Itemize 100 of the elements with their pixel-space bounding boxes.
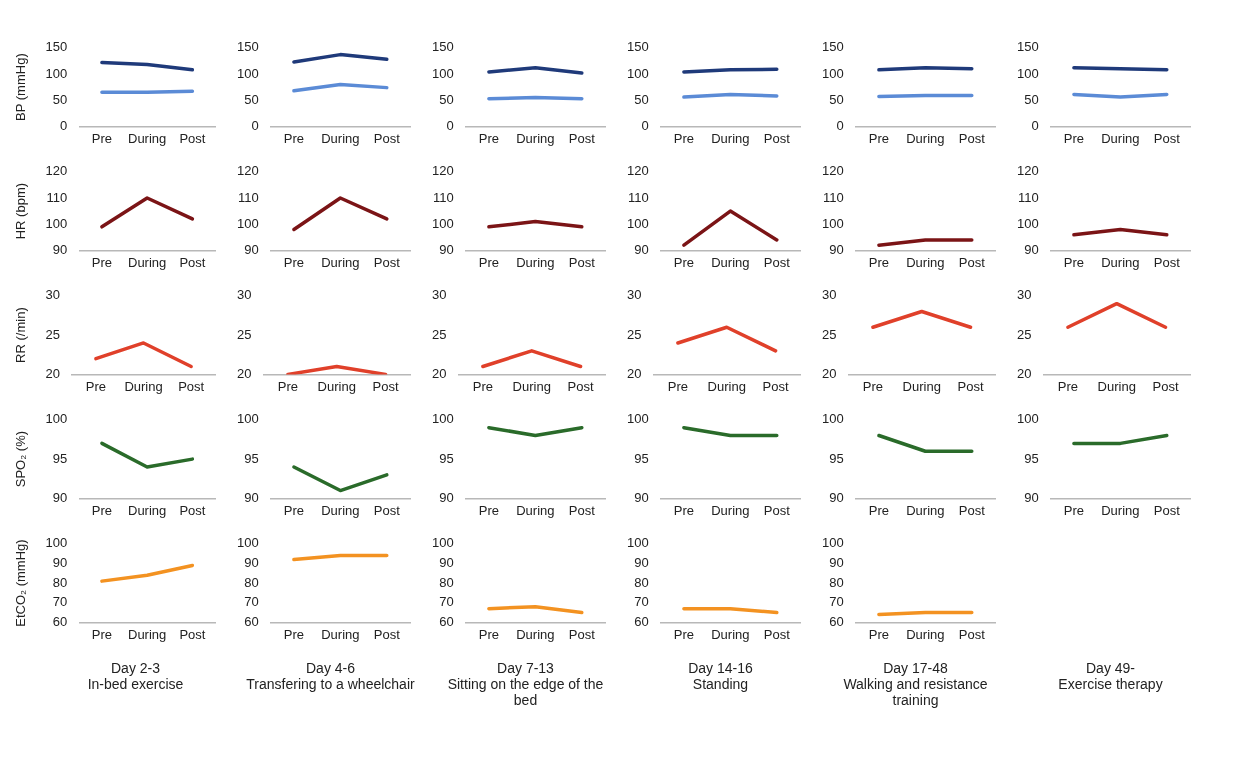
x-tick-label: Post [957,378,984,394]
x-tick-label: Pre [283,254,305,270]
x-tick-label: Pre [283,130,305,146]
y-tick-label: 30 [431,287,447,303]
y-tick-label: 80 [244,574,259,590]
x-tick-label: During [906,502,945,518]
y-tick-label: 60 [244,613,259,629]
y-tick-label: 110 [1017,189,1039,205]
y-tick-label: 70 [244,594,259,610]
y-tick-label: 90 [244,489,259,505]
x-tick-label: During [906,254,945,270]
x-tick-label: During [516,626,555,642]
x-tick-label: During [317,378,356,394]
x-tick-label: Post [1153,502,1181,518]
y-axis-title: SPO₂ (%) [13,430,29,488]
y-tick-label: 120 [821,163,844,179]
y-tick-label: 25 [236,326,252,342]
y-tick-label: 95 [829,450,844,466]
y-tick-label: 0 [1031,117,1039,133]
y-tick-label: 150 [1016,39,1039,55]
x-tick-label: Pre [91,254,113,270]
x-tick-label: Pre [1063,502,1085,518]
x-tick-label: Post [958,130,986,146]
x-tick-label: Pre [673,502,695,518]
x-tick-label: Pre [478,254,500,270]
x-tick-label: During [1101,254,1140,270]
y-tick-label: 50 [52,91,68,107]
x-tick-label: During [1101,130,1140,146]
y-tick-label: 100 [626,65,649,81]
x-tick-label: During [1097,378,1136,394]
y-tick-label: 50 [829,91,844,107]
y-tick-label: 100 [45,535,68,551]
y-tick-label: 100 [236,215,259,231]
x-tick-label: Post [762,378,789,394]
x-tick-label: Pre [478,130,500,146]
x-axis-title: Day 49- Exercise therapy [1057,659,1164,694]
y-tick-label: 90 [52,241,68,257]
y-tick-label: 110 [237,189,259,205]
y-tick-label: 0 [641,117,649,133]
x-tick-label: During [321,626,360,642]
x-axis-title: Day 2-3 In-bed exercise [86,659,185,694]
y-tick-label: 90 [439,241,454,257]
x-tick-label: Pre [862,378,883,394]
x-tick-label: Pre [478,626,500,642]
y-tick-label: 110 [627,189,649,205]
x-tick-label: Post [568,254,596,270]
x-tick-label: Post [568,502,596,518]
y-tick-label: 95 [634,450,649,466]
y-tick-label: 100 [626,411,649,427]
x-tick-label: Post [958,502,986,518]
x-tick-label: Pre [1063,130,1085,146]
y-tick-label: 100 [45,411,68,427]
x-tick-label: During [711,502,750,518]
y-tick-label: 90 [1024,489,1039,505]
x-tick-label: Pre [277,378,298,394]
x-tick-label: Pre [91,502,113,518]
x-axis-title: Day 17-48 Walking and resistance training [842,659,989,708]
y-axis-title: RR (/min) [13,307,29,363]
x-tick-label: Post [763,254,791,270]
x-tick-label: Post [1153,130,1181,146]
x-tick-label: Pre [283,502,305,518]
y-tick-label: 100 [1016,215,1039,231]
y-tick-label: 100 [45,215,68,231]
y-tick-label: 60 [439,613,454,629]
y-tick-label: 30 [45,287,61,303]
x-tick-label: During [124,378,163,394]
x-tick-label: Pre [1057,378,1078,394]
y-tick-label: 100 [626,215,649,231]
x-tick-label: Post [568,626,596,642]
y-tick-label: 90 [244,241,259,257]
y-tick-label: 90 [244,555,259,571]
x-axis-title: Day 14-16 Standing [687,659,754,694]
x-tick-label: During [711,626,750,642]
y-tick-label: 100 [1016,65,1039,81]
y-tick-label: 150 [45,39,68,55]
y-axis-title: BP (mmHg) [13,53,29,121]
y-tick-label: 150 [431,39,454,55]
y-tick-label: 100 [1016,411,1039,427]
x-tick-label: During [906,626,945,642]
y-tick-label: 30 [626,287,642,303]
x-tick-label: Pre [673,254,695,270]
y-tick-label: 90 [439,489,454,505]
y-tick-label: 25 [1016,326,1032,342]
y-tick-label: 90 [634,555,649,571]
x-tick-label: Pre [478,502,500,518]
y-tick-label: 95 [439,450,454,466]
y-tick-label: 60 [634,613,649,629]
x-tick-label: Post [1152,378,1179,394]
x-tick-label: Post [179,254,206,270]
x-tick-label: Pre [85,378,106,394]
x-tick-label: Post [763,502,791,518]
y-tick-label: 50 [634,91,649,107]
x-tick-label: Pre [673,626,695,642]
y-tick-label: 70 [634,594,649,610]
y-tick-label: 25 [45,326,61,342]
x-tick-label: Pre [868,130,890,146]
x-tick-label: During [128,502,167,518]
x-axis-title: Day 7-13 Sitting on the edge of the bed [446,659,605,708]
y-tick-label: 90 [634,241,649,257]
x-tick-label: During [128,130,167,146]
